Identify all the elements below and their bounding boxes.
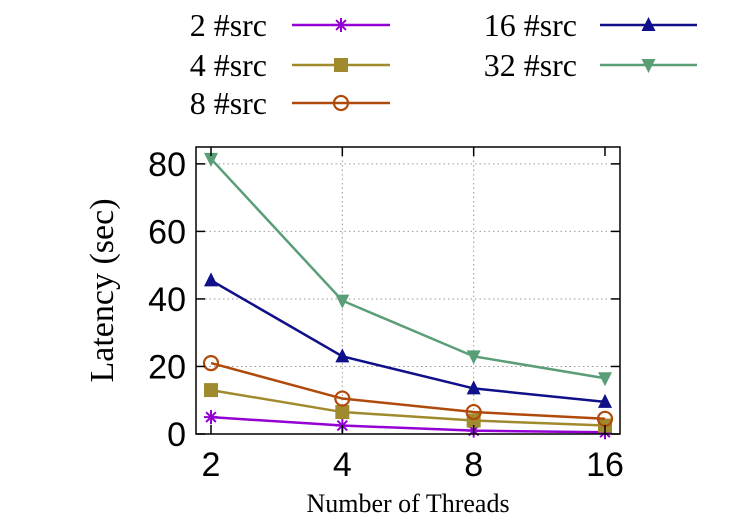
data-point — [204, 152, 218, 167]
data-point — [204, 410, 218, 425]
legend-item: 32 #src — [484, 47, 697, 83]
series-line — [210, 361, 606, 421]
legend-label: 8 #src — [190, 85, 267, 121]
legend-marker — [332, 94, 350, 112]
series-layer — [202, 152, 614, 440]
x-tick-label: 2 — [202, 446, 221, 484]
legend-item: 4 #src — [190, 47, 390, 83]
data-point — [204, 272, 218, 287]
x-tick-label: 4 — [333, 446, 352, 484]
y-tick-label: 20 — [148, 348, 186, 386]
y-axis-label: Latency (sec) — [84, 198, 121, 382]
data-point — [465, 403, 482, 421]
grid-lines — [196, 147, 620, 434]
data-point — [598, 372, 612, 387]
x-tick-label: 16 — [586, 446, 624, 484]
legend-item: 16 #src — [484, 7, 697, 43]
y-tick-label: 40 — [148, 281, 186, 319]
axis-ticks: 0 20 40 60 80 2 4 8 16 — [148, 146, 624, 484]
x-tick-label: 8 — [464, 446, 483, 484]
data-point — [466, 380, 481, 395]
legend-marker — [641, 17, 656, 31]
series-4 — [204, 152, 612, 387]
series-3 — [204, 272, 612, 408]
legend-item: 8 #src — [190, 85, 390, 121]
legend-marker — [334, 58, 348, 72]
series-line — [210, 415, 606, 434]
data-point — [466, 350, 481, 365]
legend-marker — [334, 18, 348, 32]
y-tick-label: 80 — [148, 146, 186, 184]
y-tick-label: 0 — [167, 416, 186, 454]
data-point — [335, 294, 350, 309]
legend-marker — [641, 59, 656, 73]
data-point — [335, 405, 350, 420]
data-point — [204, 383, 218, 398]
x-axis-label: Number of Threads — [306, 489, 509, 518]
legend-label: 16 #src — [484, 7, 577, 43]
data-point — [598, 393, 612, 408]
data-point — [335, 348, 350, 363]
plot-frame — [195, 146, 621, 435]
legend-label: 32 #src — [484, 47, 577, 83]
legend-label: 2 #src — [190, 7, 267, 43]
series-line — [210, 279, 606, 404]
series-line — [210, 388, 606, 427]
y-tick-label: 60 — [148, 213, 186, 251]
legend-label: 4 #src — [190, 47, 267, 83]
data-point — [334, 390, 351, 407]
series-line — [210, 157, 606, 380]
legend-item: 2 #src — [190, 7, 390, 43]
series-1 — [204, 383, 612, 433]
data-point — [202, 354, 220, 372]
